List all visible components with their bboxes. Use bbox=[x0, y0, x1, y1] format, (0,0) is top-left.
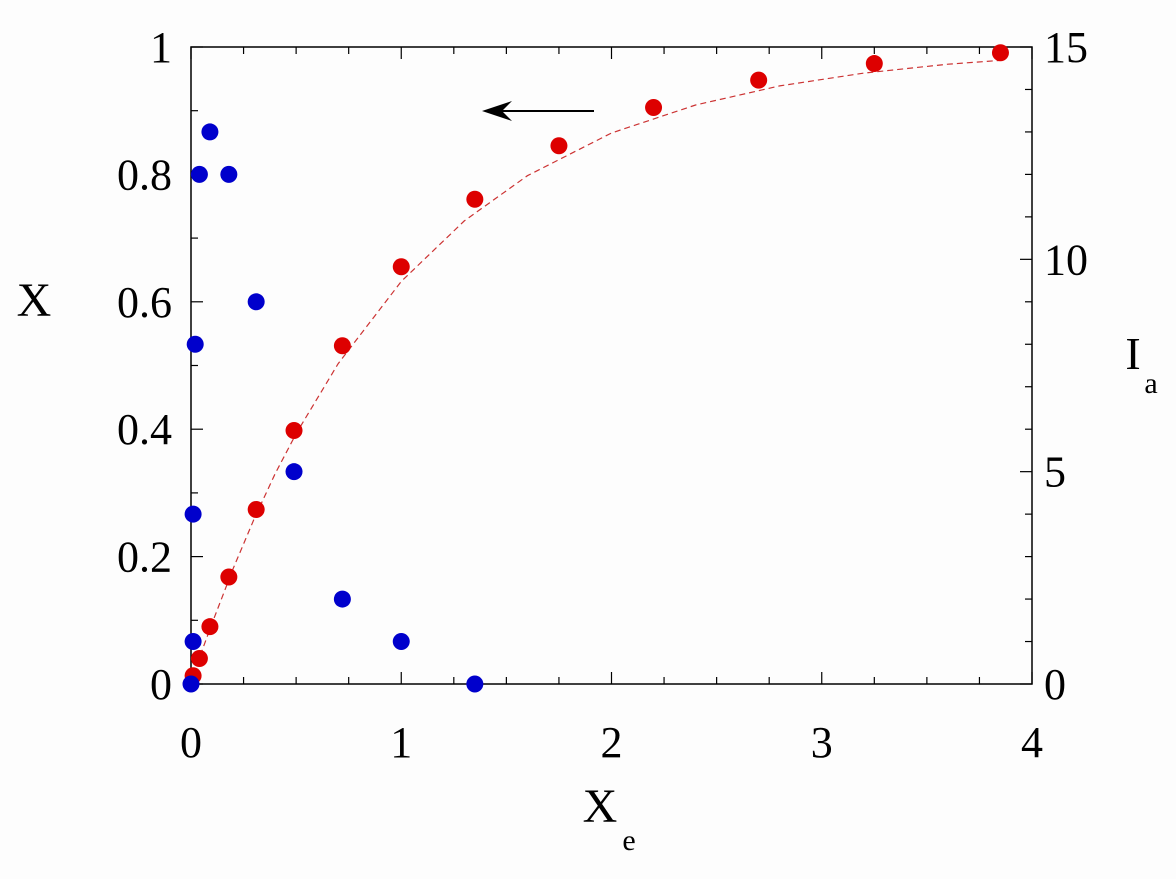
y-right-tick-label: 15 bbox=[1044, 23, 1088, 72]
data-point-left-axis bbox=[247, 500, 265, 518]
y-right-tick-label: 10 bbox=[1044, 235, 1088, 284]
data-point-left-axis bbox=[550, 137, 568, 155]
y-left-tick-label: 0.2 bbox=[117, 533, 172, 582]
data-point-right-axis bbox=[184, 505, 202, 523]
y-left-axis-label: X bbox=[17, 274, 52, 327]
annotation-layer bbox=[482, 101, 594, 121]
data-point-left-axis bbox=[392, 258, 410, 276]
data-point-left-axis bbox=[220, 568, 238, 586]
data-point-right-axis bbox=[392, 633, 410, 651]
y-left-tick-label: 1 bbox=[150, 23, 172, 72]
data-point-right-axis bbox=[182, 675, 200, 693]
data-point-left-axis bbox=[750, 71, 768, 89]
y-right-axis-label-subscript: a bbox=[1144, 367, 1157, 400]
fit-curve-line bbox=[190, 59, 1001, 685]
y-right-tick-label: 5 bbox=[1044, 448, 1066, 497]
y-left-tick-label: 0.4 bbox=[117, 405, 172, 454]
data-point-left-axis bbox=[466, 190, 484, 208]
y-right-tick-label: 0 bbox=[1044, 660, 1066, 709]
fit-curve-layer bbox=[190, 59, 1001, 685]
data-point-left-axis bbox=[201, 618, 219, 636]
axis-ticks bbox=[190, 46, 1033, 685]
plot-frame bbox=[190, 46, 1033, 685]
data-point-right-axis bbox=[220, 165, 238, 183]
y-right-axis-label: I bbox=[1125, 328, 1140, 379]
data-point-left-axis bbox=[991, 44, 1009, 62]
data-points-layer bbox=[182, 44, 1009, 693]
y-left-tick-label: 0 bbox=[150, 660, 172, 709]
x-tick-label: 2 bbox=[601, 718, 623, 767]
x-axis-label: X bbox=[583, 780, 618, 833]
x-tick-label: 4 bbox=[1021, 718, 1043, 767]
data-point-left-axis bbox=[865, 55, 883, 73]
data-point-left-axis bbox=[285, 421, 303, 439]
data-point-right-axis bbox=[285, 463, 303, 481]
y-left-tick-label: 0.8 bbox=[117, 150, 172, 199]
x-axis-label-subscript: e bbox=[622, 824, 635, 857]
data-point-right-axis bbox=[186, 335, 204, 353]
data-point-right-axis bbox=[333, 590, 351, 608]
data-point-right-axis bbox=[247, 293, 265, 311]
data-point-right-axis bbox=[466, 675, 484, 693]
data-point-right-axis bbox=[201, 123, 219, 141]
data-point-left-axis bbox=[333, 337, 351, 355]
data-point-right-axis bbox=[184, 633, 202, 651]
data-point-left-axis bbox=[190, 650, 208, 668]
y-left-tick-label: 0.6 bbox=[117, 278, 172, 327]
x-tick-label: 3 bbox=[811, 718, 833, 767]
x-tick-label: 0 bbox=[180, 718, 202, 767]
data-point-left-axis bbox=[645, 99, 663, 117]
data-point-right-axis bbox=[190, 165, 208, 183]
x-tick-label: 1 bbox=[390, 718, 412, 767]
arrow-annotation-head bbox=[482, 101, 512, 121]
